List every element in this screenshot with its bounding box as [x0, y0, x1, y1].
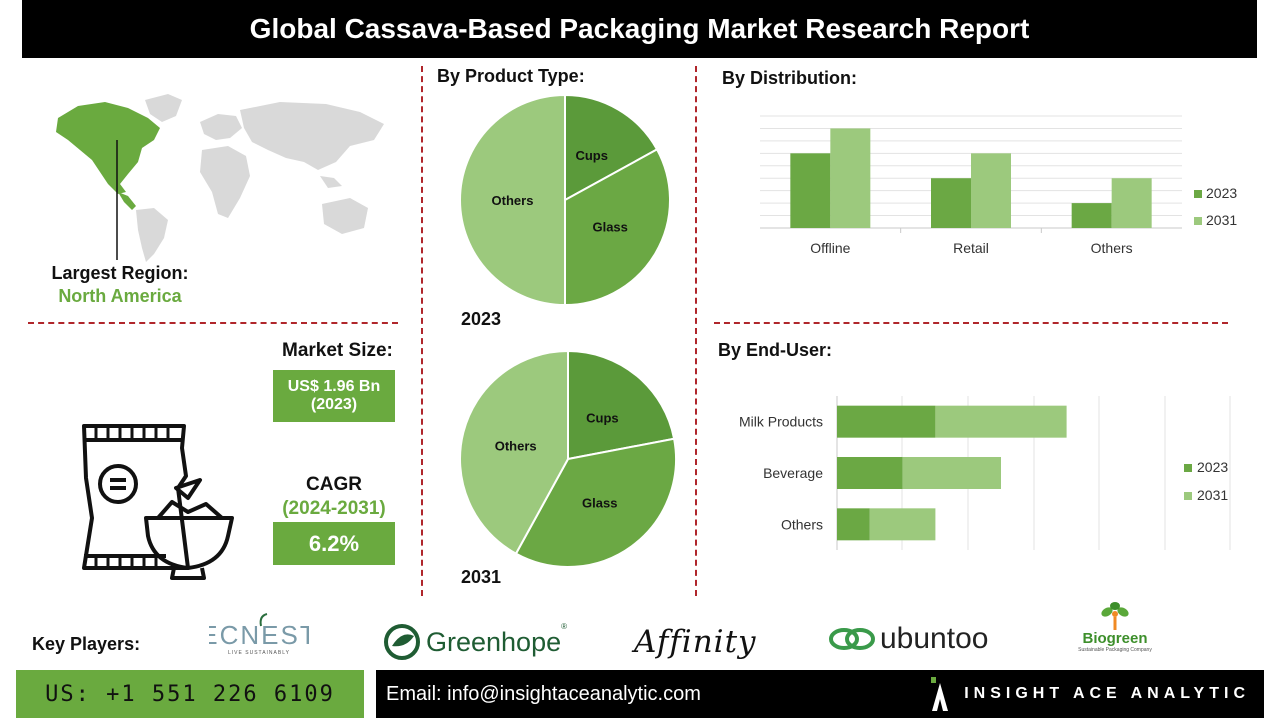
dist-bar-others-2031 — [1111, 178, 1152, 228]
biogreen-tagline: Sustainable Packaging Company — [1078, 647, 1152, 653]
footer-bar: Email: info@insightaceanalytic.com INSIG… — [376, 670, 1264, 718]
dist-bar-retail-2031 — [971, 153, 1011, 228]
footer-brand: INSIGHT ACE ANALYTIC — [964, 685, 1250, 702]
product-type-label: By Product Type: — [437, 66, 585, 86]
biogreen-tree-icon — [1101, 602, 1129, 630]
pie-2023-label: 2023 — [461, 309, 502, 329]
footer-phone: US: +1 551 226 6109 — [16, 670, 364, 718]
end-category-others: Others — [781, 516, 823, 532]
dist-bar-offline-2031 — [830, 128, 871, 228]
affinity-logo: Affinity — [634, 624, 757, 660]
divider-vertical-left — [421, 66, 423, 596]
pie-chart-2023: Cups Glass Others — [459, 93, 671, 307]
dist-category-others: Others — [1091, 240, 1133, 256]
pie-2023-label-glass: Glass — [592, 220, 627, 235]
pie-2031-label-glass: Glass — [582, 496, 617, 511]
end-category-milk-products: Milk Products — [739, 414, 823, 430]
dist-bar-offline-2023 — [790, 153, 831, 228]
divider-vertical-right — [695, 66, 697, 596]
end-legend-2023: 2023 — [1197, 459, 1228, 475]
greenhope-registered: ® — [561, 622, 568, 631]
largest-region-value: North America — [58, 286, 182, 306]
end-bar-milk-products-2023 — [837, 405, 936, 438]
greenhope-leaf-icon — [384, 624, 420, 660]
pie-2031-slice-glass — [514, 437, 677, 568]
cagr-label: CAGR — [306, 474, 362, 495]
pie-2023-label-others: Others — [492, 193, 534, 208]
pie-2031-slice-others — [459, 349, 569, 556]
ubuntoo-leaf-icon — [829, 628, 875, 650]
market-size-year: (2023) — [310, 396, 358, 413]
pie-2023-slice-others — [459, 93, 566, 307]
market-size-label: Market Size: — [282, 340, 393, 361]
distribution-label: By Distribution: — [722, 68, 857, 88]
econest-logo-text: ECNEST — [209, 620, 309, 650]
pie-2031-slice-cups — [567, 349, 676, 461]
pie-2031-label-others: Others — [495, 439, 537, 454]
pie-2023-slice-cups — [564, 93, 659, 202]
key-players-label: Key Players: — [32, 634, 141, 654]
insightace-a-icon — [931, 677, 949, 711]
affinity-logo-text: Affinity — [634, 624, 757, 660]
market-size-value: US$ 1.96 Bn — [287, 378, 381, 395]
pie-2023-slice-glass — [564, 148, 671, 307]
econest-logo: ECNEST LIVE SUSTAINABLY — [208, 600, 310, 666]
end-bar-others-2023 — [837, 508, 870, 541]
biogreen-logo-text: Biogreen — [1082, 630, 1148, 647]
end-legend-swatch-2031 — [1184, 492, 1192, 500]
cagr-period: (2024-2031) — [282, 498, 386, 519]
pie-2023-label-cups: Cups — [575, 148, 608, 163]
pie-2031-label: 2031 — [461, 567, 502, 587]
end-legend-swatch-2023 — [1184, 464, 1192, 472]
ubuntoo-logo: ubuntoo — [828, 620, 988, 658]
dist-category-retail: Retail — [953, 240, 989, 256]
largest-region-label: Largest Region: — [51, 263, 189, 283]
end-bar-others-2031 — [869, 508, 936, 541]
end-bar-beverage-2023 — [837, 457, 903, 489]
dist-category-offline: Offline — [810, 240, 850, 256]
greenhope-logo: Greenhope ® — [382, 622, 567, 662]
ubuntoo-logo-text: ubuntoo — [880, 622, 989, 655]
end-user-bar-chart: Milk Products Beverage Others 2023 2031 — [739, 396, 1231, 550]
divider-horizontal-right — [714, 322, 1228, 324]
market-size-box: US$ 1.96 Bn (2023) — [273, 370, 395, 422]
greenhope-logo-text: Greenhope — [426, 626, 562, 657]
divider-horizontal-left — [28, 322, 398, 324]
dist-bar-retail-2023 — [931, 178, 971, 228]
pie-2031-label-cups: Cups — [586, 410, 619, 425]
report-title: Global Cassava-Based Packaging Market Re… — [22, 0, 1257, 58]
biogreen-logo: Biogreen Sustainable Packaging Company — [1060, 600, 1170, 664]
pie-chart-2031: Cups Glass Others — [459, 349, 677, 568]
dist-legend-swatch-2023 — [1194, 190, 1202, 198]
packaging-bag-icon — [82, 424, 234, 580]
dist-legend-swatch-2031 — [1194, 217, 1202, 225]
dist-legend-2031: 2031 — [1206, 212, 1237, 228]
cagr-value: 6.2% — [273, 522, 395, 565]
dist-legend-2023: 2023 — [1206, 185, 1237, 201]
dist-bar-others-2023 — [1071, 203, 1112, 228]
world-map-icon — [56, 94, 384, 262]
end-category-beverage: Beverage — [763, 465, 823, 481]
footer-email: Email: info@insightaceanalytic.com — [386, 682, 701, 705]
distribution-bar-chart: Offline Retail Others 2023 2031 — [760, 115, 1237, 256]
end-legend-2031: 2031 — [1197, 487, 1228, 503]
end-bar-milk-products-2031 — [935, 405, 1067, 438]
end-bar-beverage-2031 — [902, 457, 1001, 489]
end-user-label: By End-User: — [718, 340, 833, 360]
econest-logo-mark: ECNEST — [209, 613, 309, 650]
econest-tagline: LIVE SUSTAINABLY — [228, 650, 290, 656]
